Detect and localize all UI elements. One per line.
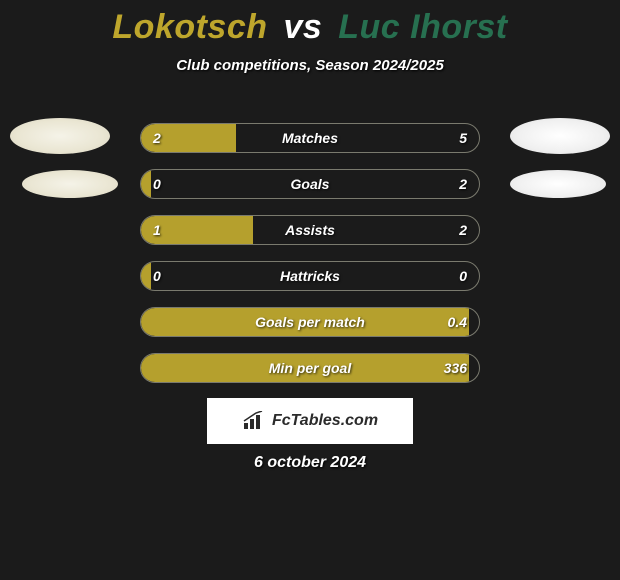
stat-label: Hattricks [280, 268, 340, 284]
stat-label: Goals per match [255, 314, 365, 330]
title: Lokotsch vs Luc Ihorst [0, 0, 620, 47]
stat-row-goals: 0 Goals 2 [140, 169, 480, 199]
stat-label: Goals [291, 176, 330, 192]
stat-left-value: 0 [153, 176, 161, 192]
stat-row-goals-per-match: Goals per match 0.4 [140, 307, 480, 337]
player2-avatar [510, 118, 610, 154]
stat-fill [141, 170, 151, 198]
stat-row-assists: 1 Assists 2 [140, 215, 480, 245]
player1-name: Lokotsch [112, 8, 267, 46]
stat-label: Assists [285, 222, 335, 238]
stat-right-value: 0.4 [448, 314, 467, 330]
stat-right-value: 2 [459, 176, 467, 192]
bar-chart-icon [242, 411, 266, 431]
stat-left-value: 0 [153, 268, 161, 284]
stat-left-value: 1 [153, 222, 161, 238]
player1-club-avatar [22, 170, 118, 198]
stat-left-value: 2 [153, 130, 161, 146]
stat-row-matches: 2 Matches 5 [140, 123, 480, 153]
stat-right-value: 2 [459, 222, 467, 238]
logo-text: FcTables.com [272, 412, 378, 430]
title-vs: vs [283, 8, 322, 46]
date: 6 october 2024 [0, 454, 620, 472]
stat-row-min-per-goal: Min per goal 336 [140, 353, 480, 383]
comparison-card: Lokotsch vs Luc Ihorst Club competitions… [0, 0, 620, 580]
stat-right-value: 0 [459, 268, 467, 284]
stat-right-value: 5 [459, 130, 467, 146]
stat-label: Matches [282, 130, 338, 146]
logo-box: FcTables.com [207, 398, 413, 444]
stat-fill [141, 262, 151, 290]
stat-label: Min per goal [269, 360, 351, 376]
stat-right-value: 336 [444, 360, 467, 376]
subtitle: Club competitions, Season 2024/2025 [0, 57, 620, 74]
stat-row-hattricks: 0 Hattricks 0 [140, 261, 480, 291]
player2-name: Luc Ihorst [338, 8, 507, 46]
player1-avatar [10, 118, 110, 154]
stats-block: 2 Matches 5 0 Goals 2 1 Assists 2 0 Hatt… [140, 123, 480, 399]
player2-club-avatar [510, 170, 606, 198]
